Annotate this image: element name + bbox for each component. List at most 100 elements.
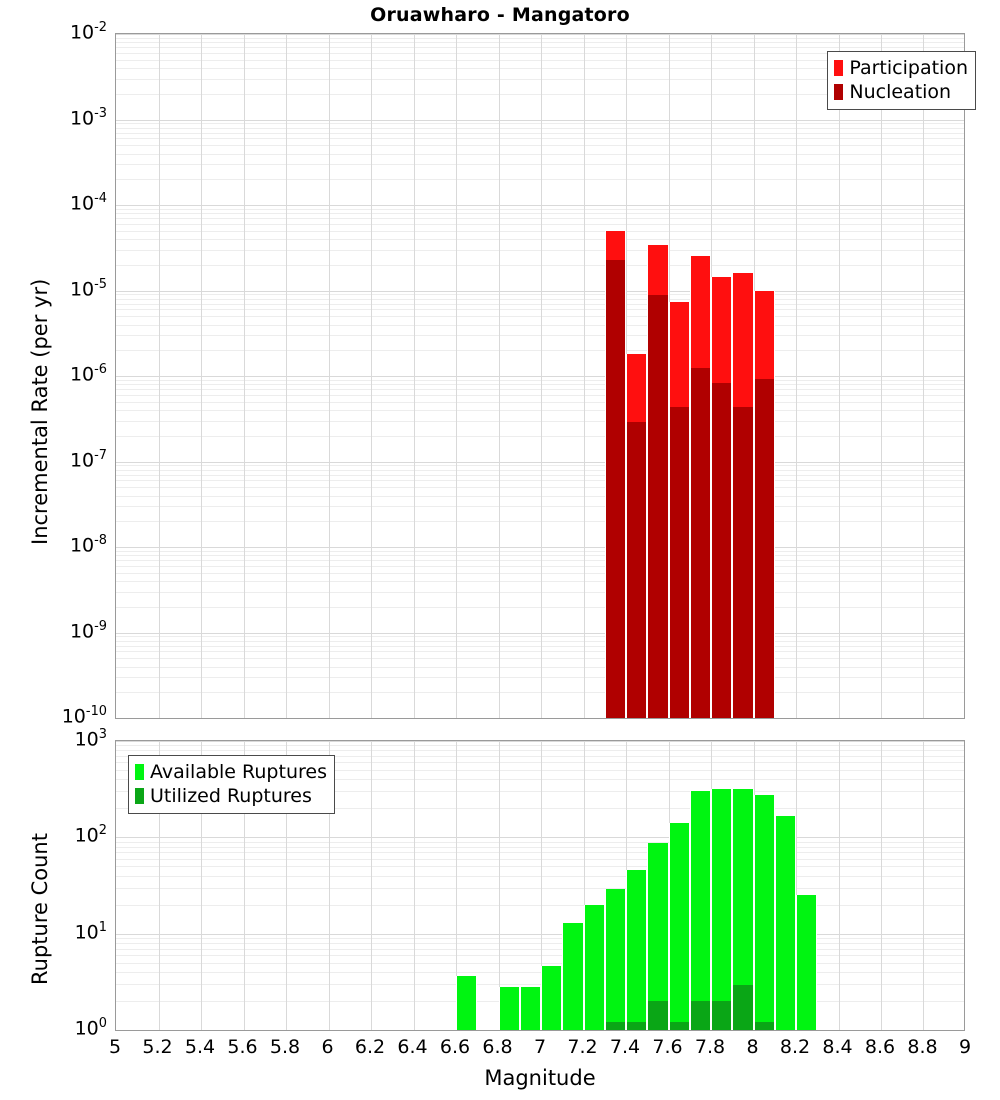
bar-group bbox=[626, 741, 648, 1030]
bar-segment bbox=[711, 382, 733, 718]
gridline-major bbox=[116, 718, 964, 719]
bar-segment bbox=[668, 823, 690, 1030]
bottom-y-axis-label: Rupture Count bbox=[28, 833, 52, 985]
legend-item-nucleation[interactable]: Nucleation bbox=[834, 80, 968, 104]
top-y-axis-label: Incremental Rate (per yr) bbox=[28, 278, 52, 545]
bar-group bbox=[562, 741, 584, 1030]
bar-segment bbox=[626, 869, 648, 1030]
bar-segment bbox=[732, 407, 754, 718]
bar-group bbox=[689, 741, 711, 1030]
bar-segment bbox=[668, 1022, 690, 1030]
bar-group bbox=[753, 34, 775, 718]
x-tick-label: 6.4 bbox=[397, 1036, 428, 1058]
bar-segment bbox=[604, 1022, 626, 1030]
y-tick-label: 10-8 bbox=[69, 533, 107, 557]
y-tick-label: 10-3 bbox=[69, 105, 107, 129]
legend-label-participation: Participation bbox=[849, 56, 968, 79]
x-axis-label: Magnitude bbox=[484, 1066, 596, 1090]
bar-segment bbox=[541, 966, 563, 1030]
bar-segment bbox=[711, 1001, 733, 1030]
y-tick-label: 10-6 bbox=[69, 362, 107, 386]
x-tick-label: 6 bbox=[321, 1036, 334, 1058]
bar-segment bbox=[732, 788, 754, 1030]
bottom-bars bbox=[116, 741, 964, 1030]
bar-group bbox=[689, 34, 711, 718]
x-tick-label: 9 bbox=[958, 1036, 972, 1058]
y-tick-label: 103 bbox=[74, 727, 107, 751]
participation-swatch-icon bbox=[834, 60, 844, 76]
x-tick-label: 7 bbox=[533, 1036, 547, 1058]
bar-segment bbox=[774, 816, 796, 1030]
bar-group bbox=[753, 741, 775, 1030]
legend-item-participation[interactable]: Participation bbox=[834, 56, 968, 80]
bar-group bbox=[668, 741, 690, 1030]
bar-segment bbox=[626, 1022, 648, 1030]
bar-segment bbox=[668, 407, 690, 718]
bar-segment bbox=[562, 922, 584, 1030]
bar-segment bbox=[711, 788, 733, 1030]
bar-segment bbox=[753, 795, 775, 1030]
y-tick-label: 10-10 bbox=[61, 704, 107, 728]
x-tick-label: 8.6 bbox=[864, 1036, 896, 1058]
bar-segment bbox=[689, 367, 711, 718]
x-tick-label: 7.4 bbox=[609, 1036, 641, 1058]
x-tick-label: 5.8 bbox=[269, 1036, 301, 1058]
y-tick-label: 10-9 bbox=[69, 618, 107, 642]
x-tick-label: 8.4 bbox=[822, 1036, 853, 1058]
utilized-ruptures-swatch-icon bbox=[135, 788, 144, 804]
x-tick-label: 5.4 bbox=[184, 1036, 216, 1058]
y-tick-label: 10-2 bbox=[69, 20, 107, 44]
bar-group bbox=[583, 741, 605, 1030]
bar-group bbox=[711, 34, 733, 718]
incremental-rate-plot bbox=[115, 33, 965, 719]
bottom-y-ticks: 103 102 101 100 bbox=[35, 700, 107, 1080]
bar-segment bbox=[753, 1022, 775, 1030]
y-tick-label: 102 bbox=[74, 823, 107, 847]
y-tick-label: 100 bbox=[74, 1016, 107, 1040]
bar-group bbox=[711, 741, 733, 1030]
bar-group bbox=[796, 741, 818, 1030]
bar-segment bbox=[604, 889, 626, 1030]
legend-label-available-ruptures: Available Ruptures bbox=[150, 760, 327, 783]
bar-segment bbox=[647, 295, 669, 718]
x-tick-label: 8 bbox=[746, 1036, 759, 1058]
bar-group bbox=[647, 741, 669, 1030]
rupture-count-plot: Available Ruptures Utilized Ruptures bbox=[115, 740, 965, 1031]
bar-segment bbox=[753, 378, 775, 718]
x-tick-label: 7.2 bbox=[567, 1036, 598, 1058]
bar-group bbox=[626, 34, 648, 718]
bar-group bbox=[541, 741, 563, 1030]
bar-segment bbox=[604, 259, 626, 718]
y-tick-label: 10-4 bbox=[69, 191, 107, 215]
legend-label-nucleation: Nucleation bbox=[849, 80, 952, 103]
bar-group bbox=[519, 741, 541, 1030]
x-tick-label: 5.2 bbox=[142, 1036, 173, 1058]
x-tick-label: 5 bbox=[108, 1036, 122, 1058]
bar-group bbox=[668, 34, 690, 718]
bar-group bbox=[732, 741, 754, 1030]
bar-segment bbox=[456, 976, 478, 1030]
y-tick-label: 101 bbox=[74, 919, 107, 943]
legend-item-available-ruptures[interactable]: Available Ruptures bbox=[135, 760, 327, 784]
bottom-legend: Available Ruptures Utilized Ruptures bbox=[128, 755, 335, 814]
legend-item-utilized-ruptures[interactable]: Utilized Ruptures bbox=[135, 784, 327, 808]
bar-segment bbox=[796, 895, 818, 1030]
x-tick-label: 6.8 bbox=[482, 1036, 513, 1058]
x-tick-label: 7.6 bbox=[652, 1036, 683, 1058]
bar-segment bbox=[626, 421, 648, 718]
y-tick-label: 10-7 bbox=[69, 447, 107, 471]
x-tick-label: 6.2 bbox=[354, 1036, 386, 1058]
x-tick-label: 5.6 bbox=[227, 1036, 258, 1058]
bar-segment bbox=[647, 1001, 669, 1030]
gridline-major bbox=[116, 1030, 964, 1031]
top-legend: Participation Nucleation bbox=[827, 51, 976, 110]
available-ruptures-swatch-icon bbox=[135, 764, 144, 780]
y-tick-label: 10-5 bbox=[69, 276, 107, 300]
x-tick-label: 7.8 bbox=[694, 1036, 726, 1058]
bar-group bbox=[456, 741, 478, 1030]
nucleation-swatch-icon bbox=[834, 84, 844, 100]
bar-segment bbox=[732, 985, 754, 1030]
top-bars bbox=[116, 34, 964, 718]
bar-group bbox=[647, 34, 669, 718]
